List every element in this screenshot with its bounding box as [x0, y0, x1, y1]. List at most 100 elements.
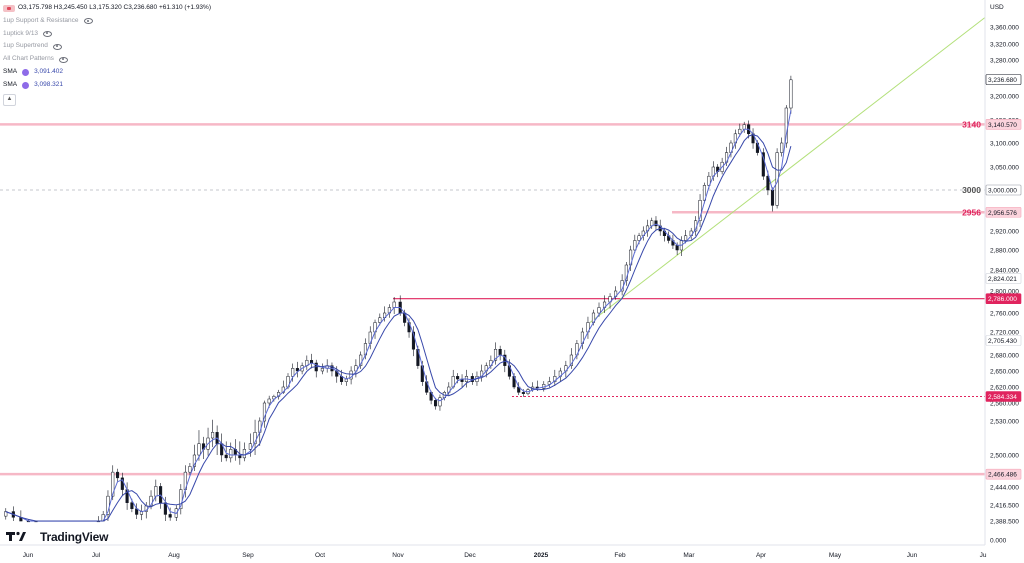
eye-icon[interactable] [43, 30, 53, 37]
candle-body[interactable] [120, 477, 124, 490]
time-tick-label: Oct [315, 552, 325, 559]
time-tick-label: Jun [907, 552, 918, 559]
price-tag-label: 2,786.000 [988, 296, 1017, 303]
candle-body[interactable] [654, 220, 658, 227]
candle-body[interactable] [597, 307, 601, 314]
price-tag-label: 3,140.570 [988, 122, 1017, 129]
candle-body[interactable] [253, 432, 257, 444]
candle-body[interactable] [262, 402, 267, 422]
candle-body[interactable] [637, 235, 641, 241]
candle-body[interactable] [770, 189, 775, 206]
indicator-label: 1up Supertrend [3, 42, 48, 50]
candle-body[interactable] [493, 349, 498, 361]
candle-body[interactable] [702, 185, 707, 201]
candle-body[interactable] [392, 301, 396, 308]
candle-body[interactable] [707, 175, 711, 186]
candle-body[interactable] [159, 486, 163, 503]
price-tag-box [985, 391, 1022, 402]
indicator-chart-patterns[interactable]: All Chart Patterns [3, 53, 211, 66]
candle-body[interactable] [742, 124, 746, 130]
price-tag-box [985, 206, 1022, 218]
candle-body[interactable] [349, 370, 353, 380]
indicator-sma-2[interactable]: SMA 3,098.321 [3, 79, 211, 92]
indicator-sma-1[interactable]: SMA 3,091.402 [3, 66, 211, 79]
indicator-support-resistance[interactable]: 1up Support & Resistance [3, 15, 211, 28]
candle-body[interactable] [224, 454, 228, 459]
trendline[interactable] [589, 17, 986, 323]
time-tick-label: Dec [464, 552, 476, 559]
time-tick-label: Sep [242, 552, 254, 559]
candle-body[interactable] [168, 514, 172, 518]
candle-body[interactable] [675, 245, 679, 251]
candle-body[interactable] [378, 317, 382, 323]
candle-body[interactable] [633, 240, 637, 251]
candle-body[interactable] [248, 443, 252, 450]
candle-body[interactable] [456, 376, 460, 380]
candle-body[interactable] [498, 349, 502, 356]
candle-body[interactable] [295, 368, 299, 372]
sma-slow-line[interactable] [5, 134, 792, 522]
candle-body[interactable] [267, 398, 271, 404]
price-tag-label: 2,824.021 [988, 276, 1017, 283]
price-tick-label: 2,800.000 [990, 289, 1019, 296]
price-tick-label: 2,920.000 [990, 229, 1019, 236]
candle-body[interactable] [192, 454, 196, 467]
candle-body[interactable] [229, 449, 233, 459]
candle-body[interactable] [684, 235, 688, 241]
watermark-text: TradingView [40, 530, 109, 544]
candle-body[interactable] [242, 449, 246, 459]
candle-body[interactable] [521, 392, 525, 394]
candle-body[interactable] [291, 368, 295, 377]
chevron-up-icon[interactable]: ▲ [3, 93, 16, 106]
candle-body[interactable] [698, 200, 702, 221]
price-tick-label: 3,200.000 [990, 94, 1019, 101]
eye-icon[interactable] [52, 43, 62, 50]
sma-settings-icon[interactable] [22, 81, 30, 89]
candle-body[interactable] [569, 354, 573, 366]
tradingview-logo-icon [6, 531, 26, 541]
sma-label: SMA [3, 67, 18, 75]
candle-body[interactable] [553, 376, 557, 382]
candle-body[interactable] [547, 381, 551, 385]
candle-body[interactable] [411, 331, 416, 350]
candle-body[interactable] [738, 128, 742, 135]
candle-body[interactable] [766, 175, 770, 191]
candle-body[interactable] [130, 502, 134, 509]
level-label: 3140 [962, 119, 981, 129]
candle-body[interactable] [188, 466, 192, 473]
time-tick-label: Apr [756, 552, 767, 559]
eye-icon[interactable] [83, 18, 93, 25]
candle-body[interactable] [111, 471, 115, 497]
candle-body[interactable] [359, 354, 363, 366]
candle-body[interactable] [320, 368, 324, 372]
indicator-uptick[interactable]: 1uptick 9/13 [3, 28, 211, 41]
candle-body[interactable] [789, 79, 793, 109]
currency-label: USD [990, 4, 1004, 11]
indicator-supertrend[interactable]: 1up Supertrend [3, 40, 211, 53]
candle-body[interactable] [149, 495, 153, 507]
symbol-icon[interactable] [3, 4, 15, 12]
candle-body[interactable] [154, 486, 158, 497]
price-tag-box [985, 273, 1022, 284]
sma-settings-icon[interactable] [22, 68, 30, 76]
candle-body[interactable] [438, 397, 442, 407]
time-tick-label: Jul [92, 552, 101, 559]
candle-body[interactable] [780, 142, 784, 153]
candle-body[interactable] [211, 432, 215, 439]
candle-body[interactable] [433, 400, 438, 407]
sma-value: 3,098.321 [34, 80, 64, 88]
price-tag-box [985, 74, 1022, 85]
price-tick-label: 2,720.000 [990, 330, 1019, 337]
candle-body[interactable] [197, 443, 201, 456]
indicator-label: 1uptick 9/13 [3, 29, 39, 37]
candle-body[interactable] [179, 489, 183, 509]
price-tick-label: 3,280.000 [990, 58, 1019, 65]
sma-fast-line[interactable] [5, 110, 792, 522]
price-tick-label: 2,388.500 [990, 519, 1019, 526]
candle-body[interactable] [4, 511, 8, 517]
candle-body[interactable] [761, 152, 765, 177]
candle-body[interactable] [115, 471, 120, 479]
price-tick-label: 3,050.000 [990, 165, 1019, 172]
eye-icon[interactable] [58, 56, 68, 63]
